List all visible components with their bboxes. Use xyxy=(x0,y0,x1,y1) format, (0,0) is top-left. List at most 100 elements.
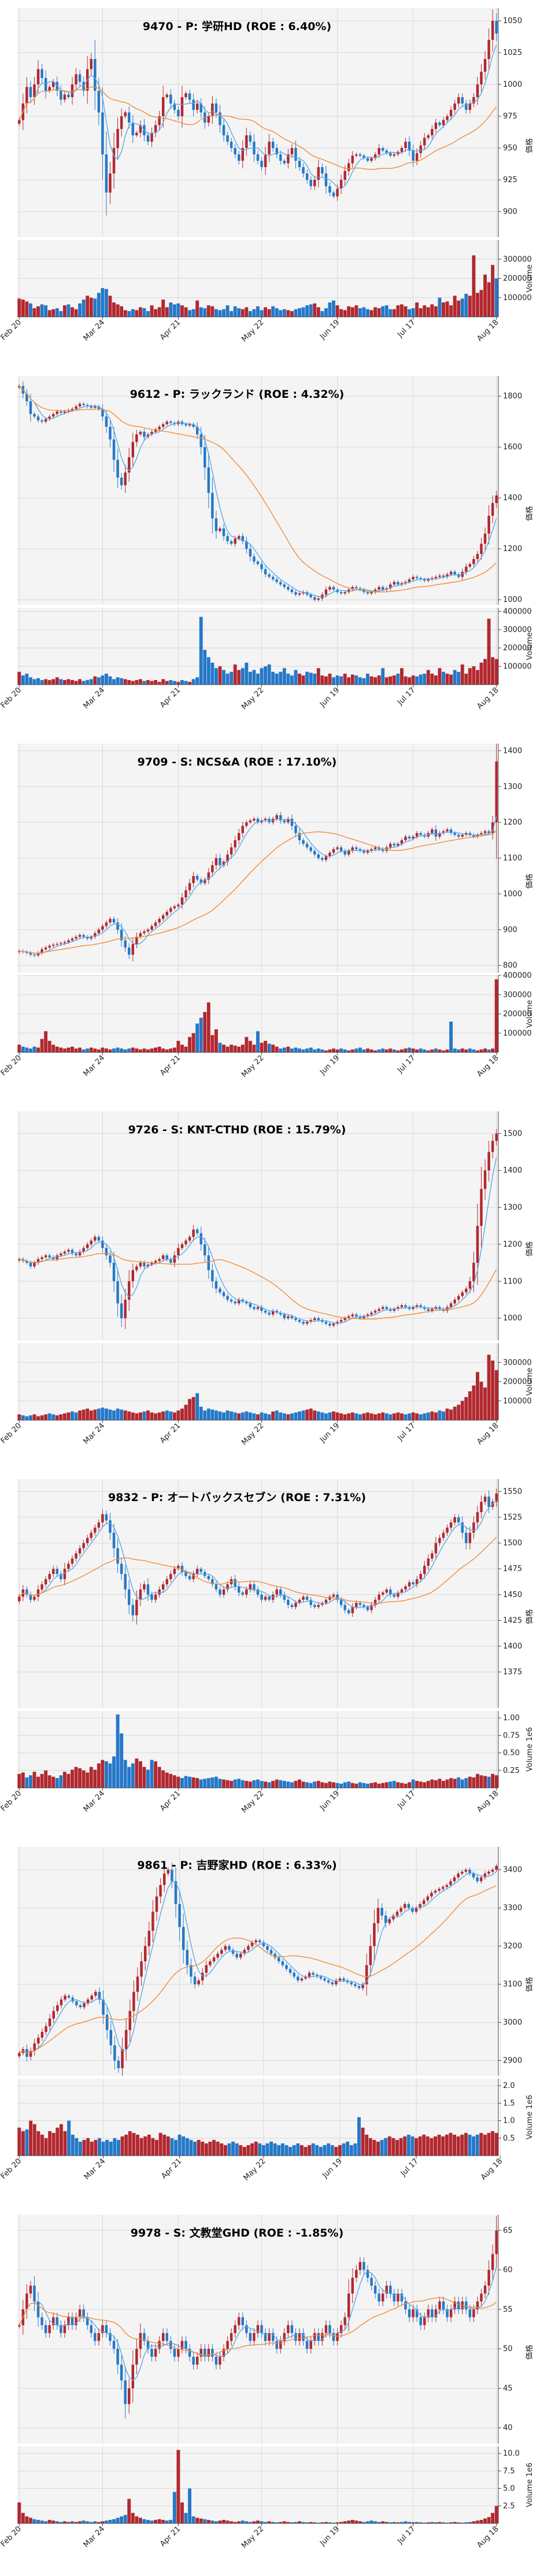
volume-bar xyxy=(290,1782,294,1788)
candle-body xyxy=(480,1189,483,1226)
candle-body xyxy=(487,516,490,534)
candle-body xyxy=(324,856,328,860)
volume-bar xyxy=(28,1415,32,1420)
volume-bar xyxy=(105,1761,108,1788)
volume-bar xyxy=(423,1049,427,1052)
candle-body xyxy=(219,858,221,866)
candle-body xyxy=(476,1512,479,1522)
volume-bar xyxy=(411,675,415,685)
volume-bar xyxy=(369,676,373,685)
volume-bar xyxy=(214,1029,218,1052)
volume-bar xyxy=(313,1410,317,1420)
volume-bar xyxy=(218,310,222,317)
candle-body xyxy=(453,571,456,575)
volume-bar xyxy=(184,1047,188,1052)
candle-body xyxy=(94,1527,97,1533)
candle-body xyxy=(238,536,240,539)
candle-body xyxy=(143,431,146,437)
volume-bar xyxy=(347,306,351,317)
volume-bar xyxy=(59,1775,63,1788)
volume-bar xyxy=(339,309,343,317)
candle-body xyxy=(335,1980,338,1984)
candle-body xyxy=(139,431,142,435)
candle-body xyxy=(211,493,214,519)
candle-body xyxy=(207,1576,210,1580)
volume-bar xyxy=(218,1411,222,1420)
candle-body xyxy=(487,1152,490,1171)
volume-bar xyxy=(453,295,457,317)
candle-body xyxy=(224,1946,227,1950)
volume-bar xyxy=(165,307,169,317)
candle-body xyxy=(180,1244,184,1248)
x-tick-label: Mar 24 xyxy=(83,2157,108,2182)
volume-tick-label: 2.0 xyxy=(503,2082,515,2090)
candle-body xyxy=(124,472,127,486)
x-tick-label: Aug 18 xyxy=(475,686,500,711)
x-tick-label: Feb 20 xyxy=(0,1421,23,1446)
volume-bar xyxy=(172,681,176,685)
candle-body xyxy=(378,1309,380,1311)
candle-body xyxy=(146,1584,150,1595)
candle-body xyxy=(192,875,195,884)
candle-body xyxy=(468,1869,471,1874)
volume-bar xyxy=(271,1044,275,1052)
x-tick-label: Apr 21 xyxy=(158,1054,182,1077)
candle-body xyxy=(177,1565,180,1569)
volume-bar xyxy=(456,2136,460,2156)
candle-body xyxy=(112,1532,116,1548)
volume-bar xyxy=(116,1714,120,1788)
candle-body xyxy=(143,2333,146,2341)
x-tick-label: May 22 xyxy=(240,1421,265,1447)
volume-bar xyxy=(483,659,487,685)
candle-body xyxy=(75,74,77,84)
price-tick-label: 3300 xyxy=(503,1904,522,1913)
candle-body xyxy=(78,404,82,406)
candle-body xyxy=(468,564,472,567)
price-tick-label: 1200 xyxy=(503,818,522,827)
candle-body xyxy=(309,2341,312,2349)
candle-body xyxy=(116,129,119,148)
candle-body xyxy=(94,59,97,91)
candle-body xyxy=(355,1603,358,1607)
volume-bar xyxy=(350,674,354,685)
candle-body xyxy=(94,1991,97,1996)
candle-body xyxy=(472,97,475,104)
volume-bar xyxy=(208,2141,212,2156)
candle-body xyxy=(29,2285,32,2294)
chart-title: 9470 - P: 学研HD (ROE : 6.40%) xyxy=(143,20,331,33)
candle-body xyxy=(90,1240,92,1244)
candle-body xyxy=(238,1299,240,1304)
candle-body xyxy=(400,840,404,844)
candle-body xyxy=(426,1896,430,1901)
volume-bar xyxy=(124,2134,128,2156)
volume-bar xyxy=(472,666,476,685)
volume-bar xyxy=(346,2141,350,2156)
candle-body xyxy=(468,1532,472,1543)
candle-body xyxy=(457,97,460,104)
volume-bar xyxy=(63,2131,67,2156)
volume-bar xyxy=(328,1049,332,1052)
candle-body xyxy=(453,104,456,110)
volume-bar xyxy=(487,2517,491,2523)
candle-body xyxy=(358,154,362,156)
volume-bar xyxy=(161,679,165,685)
volume-bar xyxy=(252,1780,256,1788)
candle-body xyxy=(279,1589,282,1595)
candle-body xyxy=(260,564,263,570)
candle-body xyxy=(90,2325,92,2333)
volume-bar xyxy=(404,1414,408,1420)
candle-body xyxy=(207,872,210,880)
candle-body xyxy=(48,945,51,948)
x-tick-label: May 22 xyxy=(240,1789,265,1814)
candle-body xyxy=(195,1569,199,1575)
volume-bar xyxy=(301,1049,305,1052)
candle-body xyxy=(18,2053,21,2057)
candle-body xyxy=(245,541,248,549)
candle-body xyxy=(109,427,112,439)
volume-bar xyxy=(264,1041,268,1052)
candle-body xyxy=(400,1305,404,1307)
candle-body xyxy=(465,1532,468,1543)
candle-body xyxy=(230,1299,233,1302)
volume-bar xyxy=(464,2133,468,2156)
volume-bar xyxy=(304,2146,308,2156)
